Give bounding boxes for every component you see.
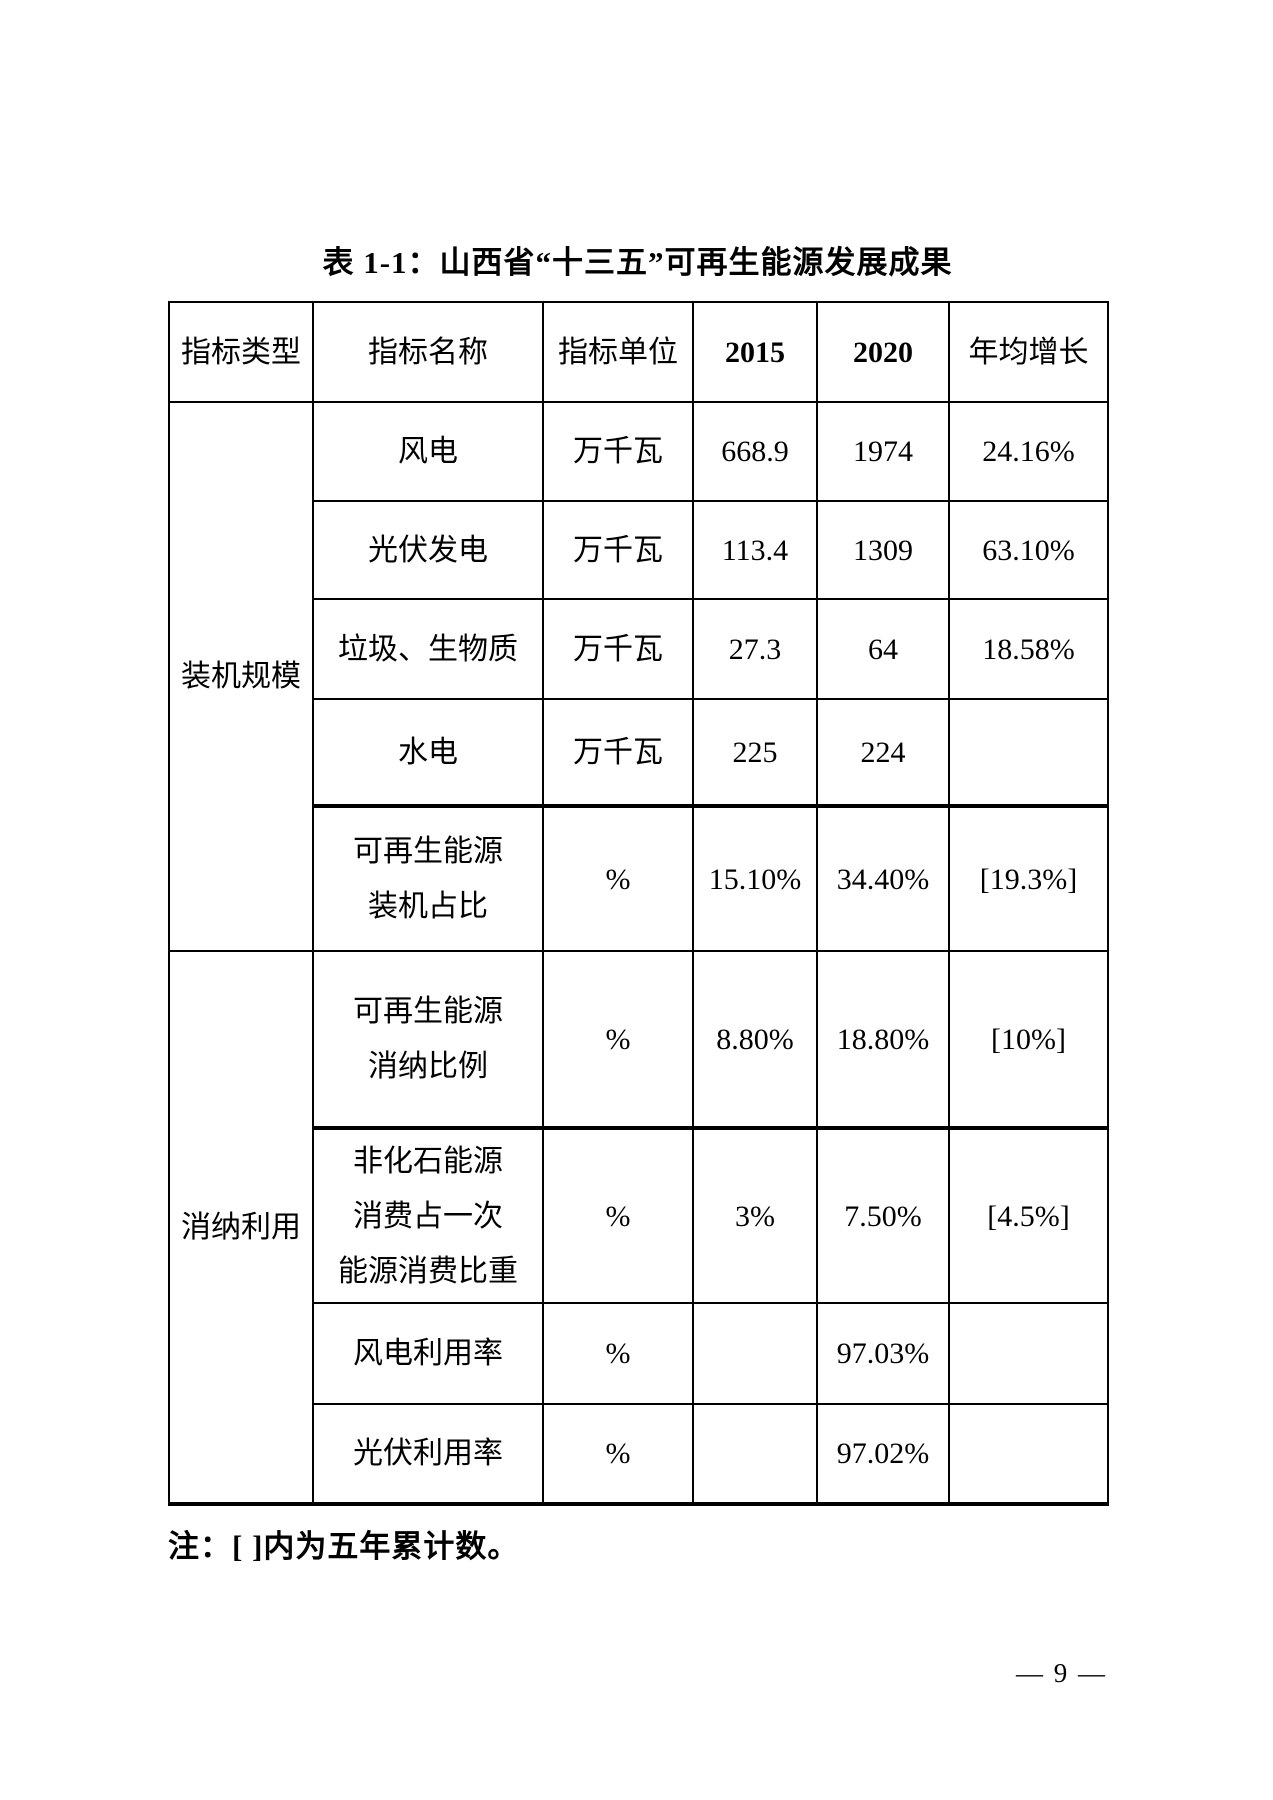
indicator-name-cell: 光伏发电 <box>312 500 544 600</box>
growth-cell: [4.5%] <box>948 1126 1109 1304</box>
unit-cell: 万千瓦 <box>542 598 694 700</box>
value-2020-cell: 34.40% <box>816 804 950 952</box>
group-consumption-utilization: 消纳利用 <box>168 950 314 1505</box>
unit-cell: % <box>542 1126 694 1304</box>
value-2020-cell: 97.02% <box>816 1403 950 1505</box>
table-row-non-fossil-share: 非化石能源 消费占一次 能源消费比重 % 3% 7.50% [4.5%] <box>169 1126 1109 1304</box>
table-footnote: 注：[ ]内为五年累计数。 <box>168 1529 520 1564</box>
unit-cell: % <box>542 1403 694 1505</box>
table-row-photovoltaic: 光伏发电 万千瓦 113.4 1309 63.10% <box>169 500 1109 600</box>
table-row-wind-utilization-rate: 风电利用率 % 97.03% <box>169 1302 1109 1405</box>
page-number: — 9 — <box>1016 1658 1107 1688</box>
unit-cell: % <box>542 950 694 1129</box>
indicator-name-cell: 可再生能源 装机占比 <box>312 804 544 952</box>
value-2020-cell: 64 <box>816 598 950 700</box>
unit-cell: 万千瓦 <box>542 401 694 502</box>
header-indicator-name: 指标名称 <box>312 301 544 403</box>
table-title: 表 1-1：山西省“十三五”可再生能源发展成果 <box>322 245 953 280</box>
table-row-renewable-capacity-share: 可再生能源 装机占比 % 15.10% 34.40% [19.3%] <box>169 804 1109 952</box>
value-2020-cell: 7.50% <box>816 1126 950 1304</box>
growth-cell <box>948 1302 1109 1405</box>
value-2020-cell: 1974 <box>816 401 950 502</box>
renewable-energy-table: 指标类型 指标名称 指标单位 2015 2020 年均增长 装机规模 风电 万千… <box>168 301 1109 1506</box>
value-2020-cell: 97.03% <box>816 1302 950 1405</box>
header-annual-growth: 年均增长 <box>948 301 1109 403</box>
header-year-2015: 2015 <box>692 301 818 403</box>
unit-cell: 万千瓦 <box>542 698 694 807</box>
value-2020-cell: 1309 <box>816 500 950 600</box>
growth-cell: [10%] <box>948 950 1109 1129</box>
indicator-name-cell: 非化石能源 消费占一次 能源消费比重 <box>312 1126 544 1304</box>
table-row-wind-power: 装机规模 风电 万千瓦 668.9 1974 24.16% <box>168 401 1109 952</box>
group-installed-capacity: 装机规模 <box>168 401 314 952</box>
unit-cell: % <box>542 1302 694 1405</box>
value-2015-cell: 15.10% <box>692 804 818 952</box>
indicator-name-cell: 水电 <box>312 698 544 807</box>
value-2015-cell: 8.80% <box>692 950 818 1129</box>
growth-cell: [19.3%] <box>948 804 1109 952</box>
indicator-name-cell: 风电利用率 <box>312 1302 544 1405</box>
value-2020-cell: 224 <box>816 698 950 807</box>
unit-cell: 万千瓦 <box>542 500 694 600</box>
value-2015-cell: 3% <box>692 1126 818 1304</box>
indicator-name-cell: 风电 <box>312 401 544 502</box>
header-year-2020: 2020 <box>816 301 950 403</box>
table-row-pv-utilization-rate: 光伏利用率 % 97.02% <box>169 1403 1109 1505</box>
table-row-waste-biomass: 垃圾、生物质 万千瓦 27.3 64 18.58% <box>169 598 1109 700</box>
table-header-row: 指标类型 指标名称 指标单位 2015 2020 年均增长 <box>168 301 1109 403</box>
table-row-hydropower: 水电 万千瓦 225 224 <box>169 698 1109 807</box>
indicator-name-cell: 垃圾、生物质 <box>312 598 544 700</box>
value-2015-cell: 27.3 <box>692 598 818 700</box>
growth-cell <box>948 698 1109 807</box>
table-row-renewable-consumption-ratio: 消纳利用 可再生能源 消纳比例 % 8.80% 18.80% [10%] <box>168 950 1109 1505</box>
value-2015-cell: 668.9 <box>692 401 818 502</box>
header-indicator-type: 指标类型 <box>168 301 314 403</box>
growth-cell <box>948 1403 1109 1505</box>
header-indicator-unit: 指标单位 <box>542 301 694 403</box>
indicator-name-cell: 可再生能源 消纳比例 <box>312 950 544 1129</box>
unit-cell: % <box>542 804 694 952</box>
growth-cell: 24.16% <box>948 401 1109 502</box>
value-2020-cell: 18.80% <box>816 950 950 1129</box>
value-2015-cell <box>692 1403 818 1505</box>
value-2015-cell <box>692 1302 818 1405</box>
growth-cell: 63.10% <box>948 500 1109 600</box>
value-2015-cell: 225 <box>692 698 818 807</box>
growth-cell: 18.58% <box>948 598 1109 700</box>
value-2015-cell: 113.4 <box>692 500 818 600</box>
indicator-name-cell: 光伏利用率 <box>312 1403 544 1505</box>
